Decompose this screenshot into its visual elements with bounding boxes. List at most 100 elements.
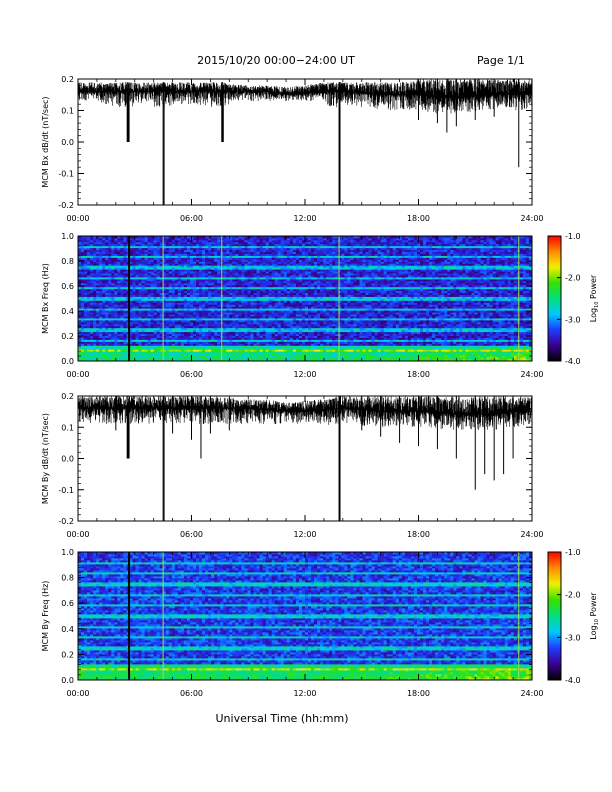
- spectrogram-cell: [162, 355, 167, 358]
- spectrogram-cell: [156, 327, 161, 331]
- spectrogram-cell: [99, 357, 103, 360]
- spectrogram-cell: [114, 304, 118, 307]
- spectrogram-cell: [168, 265, 173, 268]
- spectrogram-cell: [147, 357, 152, 360]
- spectrogram-cell: [177, 314, 182, 317]
- spectrogram-cell: [114, 321, 118, 325]
- spectrogram-cell: [168, 347, 173, 350]
- spectrogram-cell: [108, 257, 112, 260]
- spectrogram-cell: [162, 353, 167, 356]
- spectrogram-cell: [217, 251, 221, 254]
- spectrogram-cell: [78, 265, 82, 268]
- spectrogram-cell: [144, 259, 149, 262]
- spectrogram-cell: [138, 337, 142, 340]
- spectrogram-cell: [199, 353, 203, 356]
- spectrogram-cell: [159, 314, 164, 317]
- spectrogram-cell: [189, 310, 194, 313]
- spectrogram-cell: [111, 345, 115, 348]
- spectrogram-cell: [132, 241, 136, 245]
- spectrogram-cell: [120, 278, 124, 282]
- spectrogram-cell: [196, 282, 200, 286]
- spectrogram-cell: [117, 349, 121, 352]
- spectrogram-cell: [159, 316, 164, 319]
- spectrogram-cell: [138, 257, 142, 260]
- spectrogram-cell: [123, 347, 127, 350]
- spectrogram-cell: [111, 306, 115, 309]
- spectrogram-cell: [165, 271, 170, 274]
- spectrogram-cell: [183, 341, 188, 344]
- spectrogram-cell: [183, 259, 188, 262]
- spectrogram-cell: [189, 321, 194, 325]
- spectrogram-cell: [87, 288, 91, 292]
- spectrogram-cell: [96, 261, 100, 264]
- spectrogram-cell: [96, 286, 100, 290]
- spectrogram-cell: [90, 278, 94, 282]
- spectrogram-cell: [147, 306, 152, 309]
- spectrogram-cell: [129, 353, 133, 356]
- spectrogram-cell: [162, 239, 167, 243]
- spectrogram-cell: [205, 286, 209, 290]
- spectrogram-cell: [211, 296, 215, 299]
- spectrogram-cell: [168, 300, 173, 303]
- spectrogram-cell: [141, 236, 145, 239]
- spectrogram-cell: [144, 323, 149, 327]
- spectrogram-cell: [135, 335, 139, 338]
- spectrogram-cell: [199, 271, 203, 274]
- spectrogram-cell: [177, 339, 182, 342]
- spectrogram-cell: [129, 273, 133, 276]
- spectrogram-cell: [120, 245, 124, 249]
- spectrogram-cell: [208, 308, 212, 311]
- spectrogram-cell: [141, 251, 145, 254]
- spectrogram-cell: [87, 357, 91, 360]
- spectrogram-cell: [117, 325, 121, 329]
- spectrogram-cell: [193, 321, 197, 325]
- spectrogram-cell: [147, 245, 152, 249]
- spectrogram-cell: [90, 341, 94, 344]
- spectrogram-cell: [183, 304, 188, 307]
- spectrogram-cell: [84, 236, 88, 239]
- spectrogram-cell: [171, 300, 176, 303]
- spectrogram-cell: [211, 359, 215, 362]
- spectrogram-cell: [183, 321, 188, 325]
- spectrogram-cell: [84, 239, 88, 243]
- spectrogram-cell: [202, 310, 206, 313]
- spectrogram-cell: [186, 247, 191, 251]
- spectrogram-cell: [199, 345, 203, 348]
- spectrogram-cell: [132, 318, 136, 321]
- spectrogram-cell: [159, 310, 164, 313]
- spectrogram-cell: [111, 347, 115, 350]
- spectrogram-cell: [217, 271, 221, 274]
- spectrogram-cell: [114, 308, 118, 311]
- spectrogram-cell: [165, 269, 170, 272]
- spectrogram-cell: [189, 286, 194, 290]
- spectrogram-cell: [217, 331, 221, 335]
- spectrogram-cell: [153, 255, 158, 258]
- spectrogram-cell: [205, 359, 209, 362]
- spectrogram-cell: [99, 241, 103, 245]
- spectrogram-cell: [132, 237, 136, 241]
- spectrogram-cell: [135, 302, 139, 305]
- spectrogram-cell: [162, 329, 167, 333]
- spectrogram-cell: [186, 308, 191, 311]
- spectrogram-cell: [99, 273, 103, 276]
- spectrogram-cell: [132, 265, 136, 268]
- spectrogram-cell: [147, 241, 152, 245]
- spectrogram-cell: [153, 247, 158, 251]
- spectrogram-cell: [111, 249, 115, 253]
- spectrogram-cell: [196, 298, 200, 301]
- spectrogram-cell: [78, 278, 82, 282]
- spectrogram-cell: [138, 331, 142, 335]
- spectrogram-cell: [174, 267, 179, 270]
- spectrogram-cell: [111, 312, 115, 315]
- spectrogram-cell: [150, 296, 155, 299]
- spectrogram-cell: [186, 265, 191, 268]
- spectrogram-cell: [174, 306, 179, 309]
- spectrogram-cell: [105, 321, 109, 325]
- spectrogram-cell: [205, 298, 209, 301]
- spectrogram-cell: [114, 257, 118, 260]
- spectrogram-cell: [147, 284, 152, 288]
- spectrogram-cell: [81, 337, 85, 340]
- spectrogram-cell: [168, 292, 173, 295]
- spectrogram-cell: [105, 333, 109, 337]
- spectrogram-cell: [93, 343, 97, 346]
